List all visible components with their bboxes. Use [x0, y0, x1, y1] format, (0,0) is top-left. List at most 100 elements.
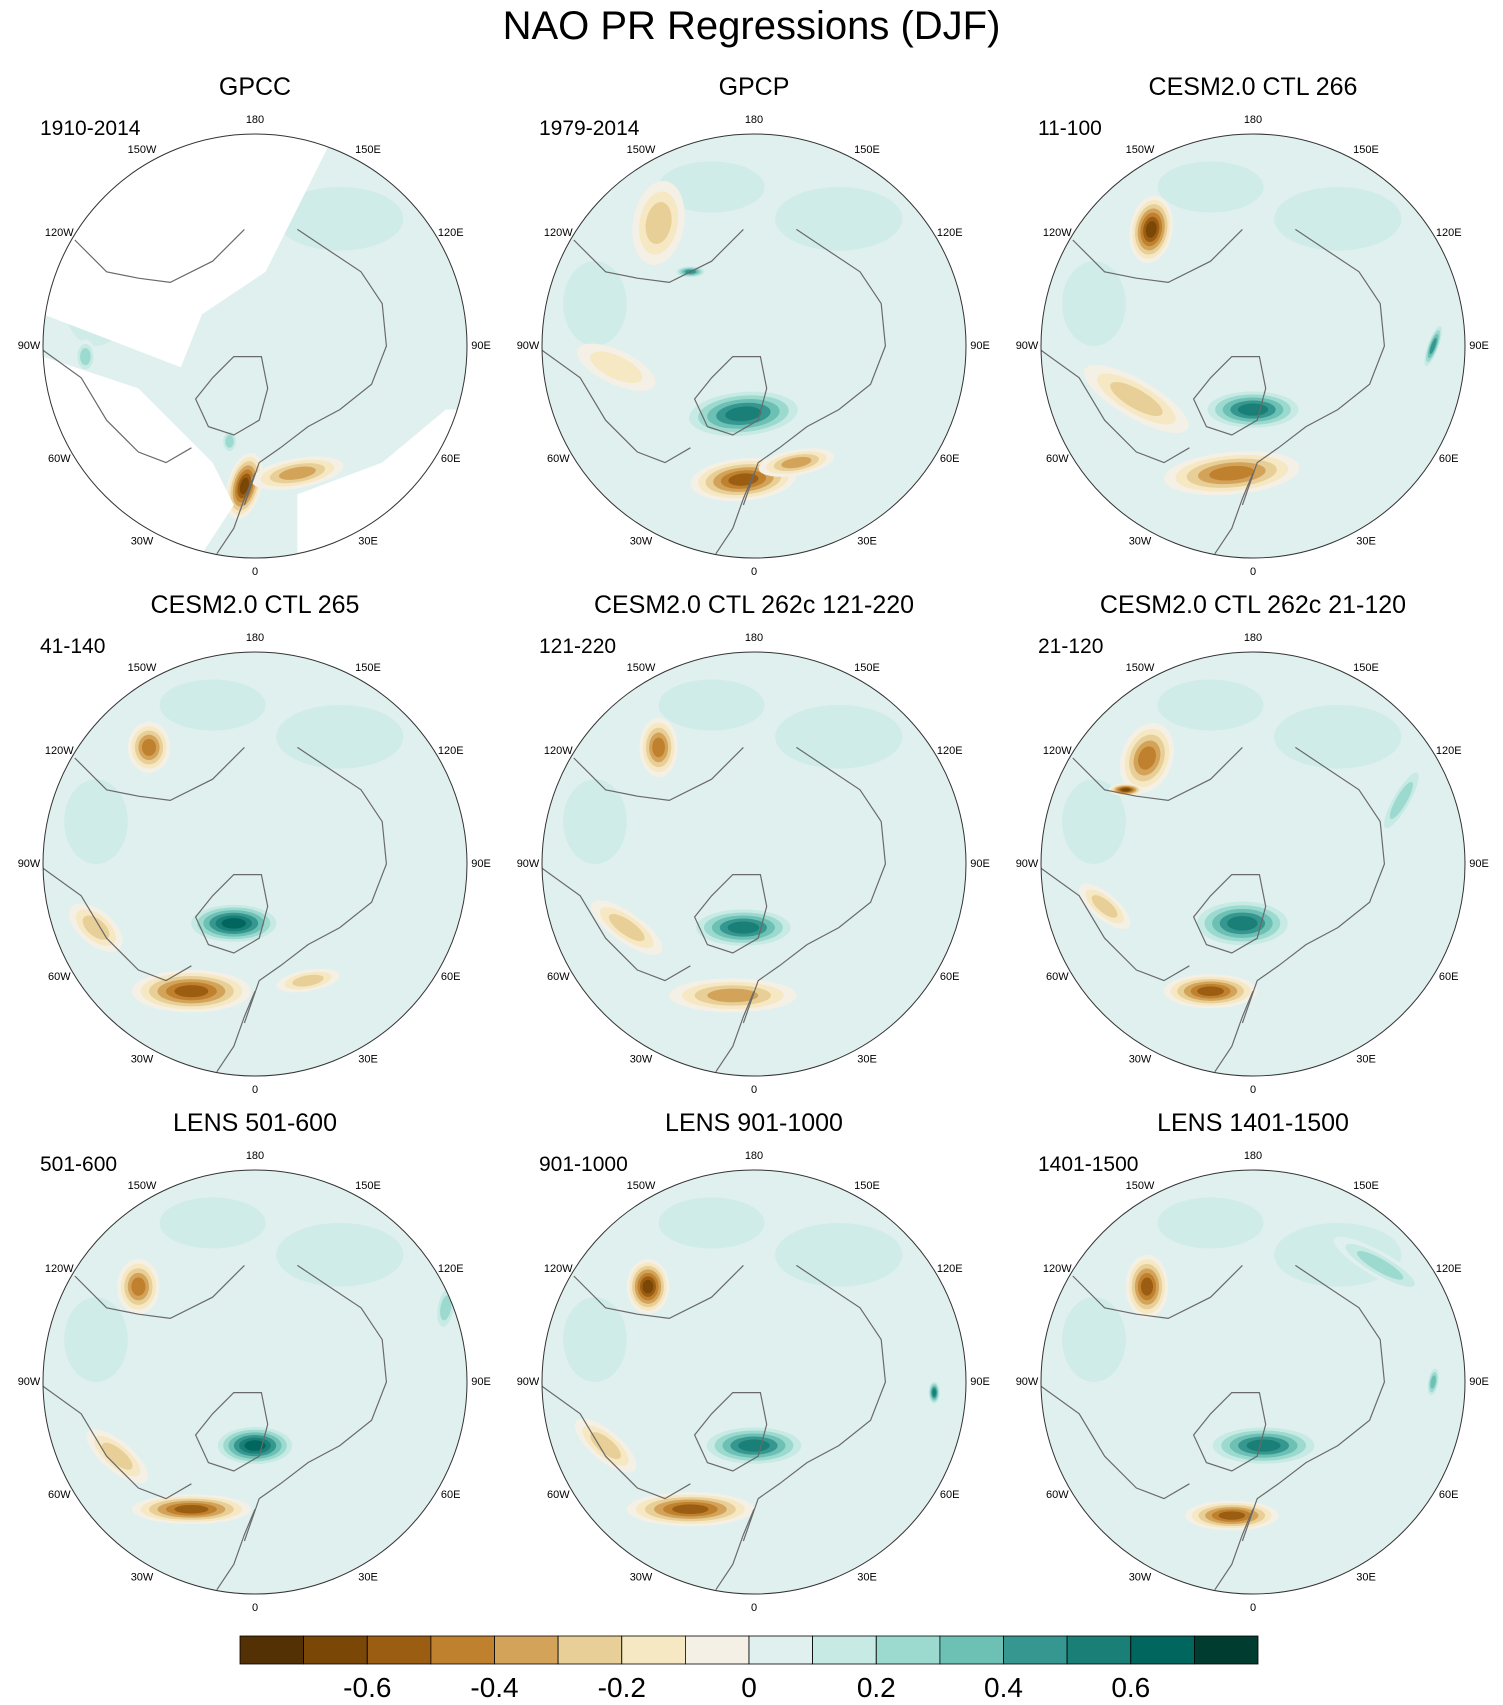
longitude-label: 150W: [1126, 662, 1155, 674]
longitude-label: 120E: [438, 745, 464, 757]
colorbar-swatch: [939, 1635, 1004, 1665]
colorbar: -0.6 -0.4 -0.2 0 0.2 0.4 0.6: [239, 1635, 1259, 1703]
longitude-label: 90E: [1469, 858, 1489, 870]
longitude-label: 0: [1250, 1602, 1256, 1614]
coastline-north-america: [1072, 1264, 1243, 1320]
map-border: [42, 1169, 468, 1595]
map-panel-3: CESM2.0 CTL 266 11-100 180 150E 120E 90E 60E 30…: [1016, 73, 1489, 578]
longitude-label: 90E: [1469, 1376, 1489, 1388]
anomaly-contour: [652, 737, 665, 758]
field-patch: [828, 1441, 913, 1493]
anomaly-contour: [707, 988, 759, 1003]
coastline-americas: [1041, 349, 1190, 464]
field-patch: [1221, 789, 1328, 896]
colorbar-swatch: [1003, 1635, 1068, 1665]
colorbar-swatch: [1130, 1635, 1195, 1665]
longitude-label: 150W: [627, 662, 656, 674]
colorbar-swatch: [748, 1635, 813, 1665]
longitude-label: 150W: [1126, 144, 1155, 156]
longitude-label: 30E: [857, 536, 877, 548]
map-border: [541, 651, 967, 1077]
anomaly-contour: [239, 477, 250, 495]
anomaly-contour: [725, 406, 762, 422]
longitude-label: 180: [1244, 114, 1262, 126]
anomaly-contour: [1145, 220, 1157, 238]
panel-period: 901-1000: [539, 1153, 628, 1176]
anomaly-contour: [1357, 1251, 1404, 1280]
longitude-label: 120E: [937, 227, 963, 239]
colorbar-swatch: [812, 1635, 877, 1665]
anomaly-contour: [781, 456, 812, 469]
longitude-label: 0: [252, 1084, 258, 1096]
longitude-label: 90W: [1016, 340, 1039, 352]
field-patch: [1221, 1307, 1328, 1414]
field-patch: [64, 1297, 128, 1382]
longitude-label: 90W: [517, 340, 540, 352]
longitude-label: 120W: [1043, 227, 1072, 239]
longitude-label: 0: [1250, 566, 1256, 578]
longitude-label: 0: [751, 1602, 757, 1614]
map-panel-6: CESM2.0 CTL 262c 21-120 21-120 180 150E 120E…: [1016, 591, 1489, 1096]
longitude-label: 30E: [358, 536, 378, 548]
longitude-label: 120W: [544, 745, 573, 757]
longitude-label: 90E: [471, 340, 491, 352]
coastline-africa: [1214, 1508, 1254, 1591]
field-patch: [722, 789, 829, 896]
coastline-eurasia: [1241, 1264, 1386, 1542]
field-patch: [1221, 271, 1328, 378]
anomaly-contour: [292, 974, 324, 987]
anomaly-contour: [82, 915, 110, 940]
longitude-label: 90E: [1469, 340, 1489, 352]
map-field: [43, 1170, 467, 1594]
panel-title: CESM2.0 CTL 262c 21-120: [1100, 591, 1406, 619]
longitude-label: 60E: [940, 1489, 960, 1501]
missing-data-mask-ocean-north: [43, 134, 330, 368]
anomaly-contour: [141, 738, 157, 756]
longitude-label: 30W: [630, 1054, 653, 1066]
field-patch: [276, 1223, 404, 1287]
map-field: [542, 134, 966, 558]
field-patch: [563, 779, 627, 864]
coastline-north-america: [573, 1264, 744, 1320]
coastline-north-america: [1072, 228, 1243, 284]
longitude-label: 60W: [48, 453, 71, 465]
longitude-label: 0: [252, 566, 258, 578]
field-patch: [276, 187, 404, 251]
map-field: [542, 1170, 966, 1594]
anomaly-contour: [1140, 1277, 1154, 1296]
panel-period: 11-100: [1038, 117, 1102, 140]
coastline-africa: [216, 1508, 256, 1591]
colorbar-swatch: [1194, 1635, 1259, 1665]
longitude-label: 90E: [471, 858, 491, 870]
longitude-label: 60W: [547, 453, 570, 465]
coastline-eurasia: [742, 1264, 887, 1542]
longitude-label: 180: [745, 1150, 763, 1162]
longitude-label: 30W: [630, 536, 653, 548]
longitude-label: 30W: [1129, 536, 1152, 548]
longitude-label: 60E: [441, 453, 461, 465]
map-border: [541, 133, 967, 559]
longitude-label: 90W: [1016, 858, 1039, 870]
longitude-label: 150W: [627, 1180, 656, 1192]
anomaly-contour: [727, 921, 760, 934]
longitude-label: 180: [1244, 1150, 1262, 1162]
anomaly-contour: [1389, 781, 1413, 819]
field-patch: [775, 187, 903, 251]
field-patch: [828, 923, 913, 975]
panel-title: GPCC: [219, 73, 291, 101]
panel-title: CESM2.0 CTL 266: [1149, 73, 1358, 101]
coastline-eurasia: [243, 228, 388, 506]
longitude-label: 150W: [128, 144, 157, 156]
longitude-label: 180: [246, 114, 264, 126]
longitude-label: 30E: [358, 1054, 378, 1066]
coastline-greenland: [194, 874, 269, 954]
longitude-label: 150W: [1126, 1180, 1155, 1192]
map-panel-8: LENS 901-1000 901-1000 180 150E 120E 90E 60E 30…: [517, 1109, 990, 1614]
longitude-label: 60W: [547, 1489, 570, 1501]
anomaly-contour: [608, 914, 645, 942]
panel-title: LENS 901-1000: [665, 1109, 843, 1137]
anomaly-contour: [738, 1439, 770, 1452]
longitude-label: 180: [1244, 632, 1262, 644]
anomaly-contour: [932, 1388, 937, 1397]
